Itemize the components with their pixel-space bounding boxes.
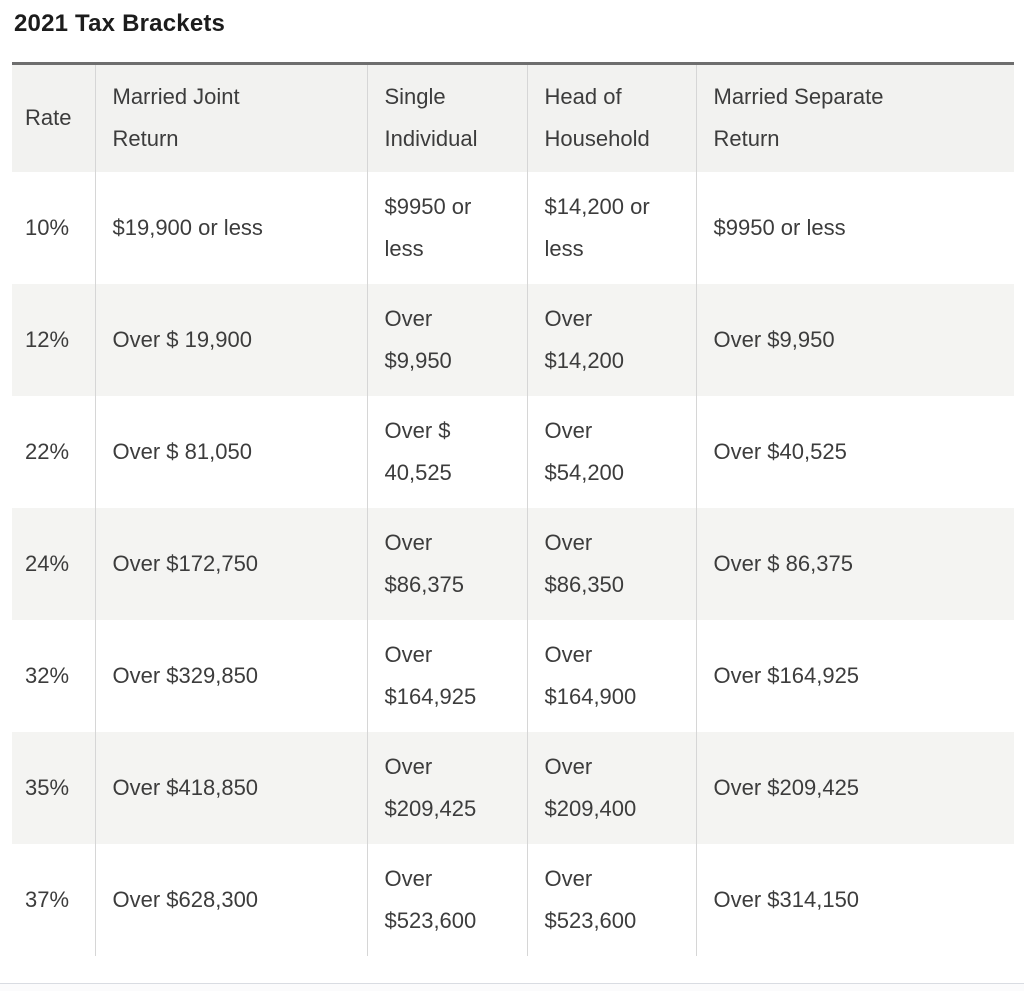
cell-rate: 37% <box>25 886 70 912</box>
cell-married-joint: Over $172,750 <box>94 507 367 620</box>
table-header-row: Rate Married Joint Return Single Individ… <box>12 63 1014 172</box>
cell-rate: 32% <box>25 662 70 688</box>
cell-married-separate: Over $9,950 <box>695 283 1014 396</box>
cell-single: Over $86,375 <box>366 507 527 620</box>
cell-married-joint: $19,900 or less <box>94 171 367 284</box>
cell-head-of-household: Over $164,900 <box>526 619 696 732</box>
cell-head-of-household: $14,200 or less <box>526 171 696 284</box>
cell-married-separate: Over $ 86,375 <box>695 507 1014 620</box>
page-bottom-divider <box>0 983 1024 991</box>
cell-head-of-household: Over $14,200 <box>526 283 696 396</box>
cell-head-of-household: Over $523,600 <box>526 843 696 956</box>
cell-married-joint: Over $418,850 <box>94 731 367 844</box>
cell-single: Over $ 40,525 <box>366 395 527 508</box>
cell-head-of-household: Over $86,350 <box>526 507 696 620</box>
cell-married-separate: Over $314,150 <box>695 843 1014 956</box>
cell-married-separate: $9950 or less <box>695 171 1014 284</box>
cell-single: $9950 or less <box>366 171 527 284</box>
cell-rate: 24% <box>25 550 70 576</box>
page-title: 2021 Tax Brackets <box>14 10 226 37</box>
table-row: 24% Over $172,750 Over $86,375 Over $86,… <box>12 507 1014 620</box>
cell-head-of-household: Over $54,200 <box>526 395 696 508</box>
cell-single: Over $523,600 <box>366 843 527 956</box>
col-header-rate: Rate <box>25 105 72 131</box>
cell-rate: 35% <box>25 774 70 800</box>
table-row: 12% Over $ 19,900 Over $9,950 Over $14,2… <box>12 283 1014 396</box>
table-row: 37% Over $628,300 Over $523,600 Over $52… <box>12 843 1014 956</box>
cell-married-separate: Over $209,425 <box>695 731 1014 844</box>
tax-brackets-table: Rate Married Joint Return Single Individ… <box>12 62 1014 956</box>
table-row: 22% Over $ 81,050 Over $ 40,525 Over $54… <box>12 395 1014 508</box>
cell-rate: 12% <box>25 326 70 352</box>
table-row: 32% Over $329,850 Over $164,925 Over $16… <box>12 619 1014 732</box>
table-row: 35% Over $418,850 Over $209,425 Over $20… <box>12 731 1014 844</box>
cell-married-joint: Over $628,300 <box>94 843 367 956</box>
cell-married-joint: Over $329,850 <box>94 619 367 732</box>
col-header-married-joint-return: Married Joint Return <box>94 63 367 172</box>
cell-married-separate: Over $40,525 <box>695 395 1014 508</box>
cell-married-joint: Over $ 19,900 <box>94 283 367 396</box>
cell-married-separate: Over $164,925 <box>695 619 1014 732</box>
cell-single: Over $164,925 <box>366 619 527 732</box>
cell-single: Over $209,425 <box>366 731 527 844</box>
col-header-single-individual: Single Individual <box>366 63 527 172</box>
cell-married-joint: Over $ 81,050 <box>94 395 367 508</box>
table-row: 10% $19,900 or less $9950 or less $14,20… <box>12 171 1014 284</box>
cell-rate: 22% <box>25 438 70 464</box>
cell-rate: 10% <box>25 214 70 240</box>
cell-head-of-household: Over $209,400 <box>526 731 696 844</box>
cell-single: Over $9,950 <box>366 283 527 396</box>
col-header-head-of-household: Head of Household <box>526 63 696 172</box>
col-header-married-separate-return: Married Separate Return <box>695 63 1014 172</box>
